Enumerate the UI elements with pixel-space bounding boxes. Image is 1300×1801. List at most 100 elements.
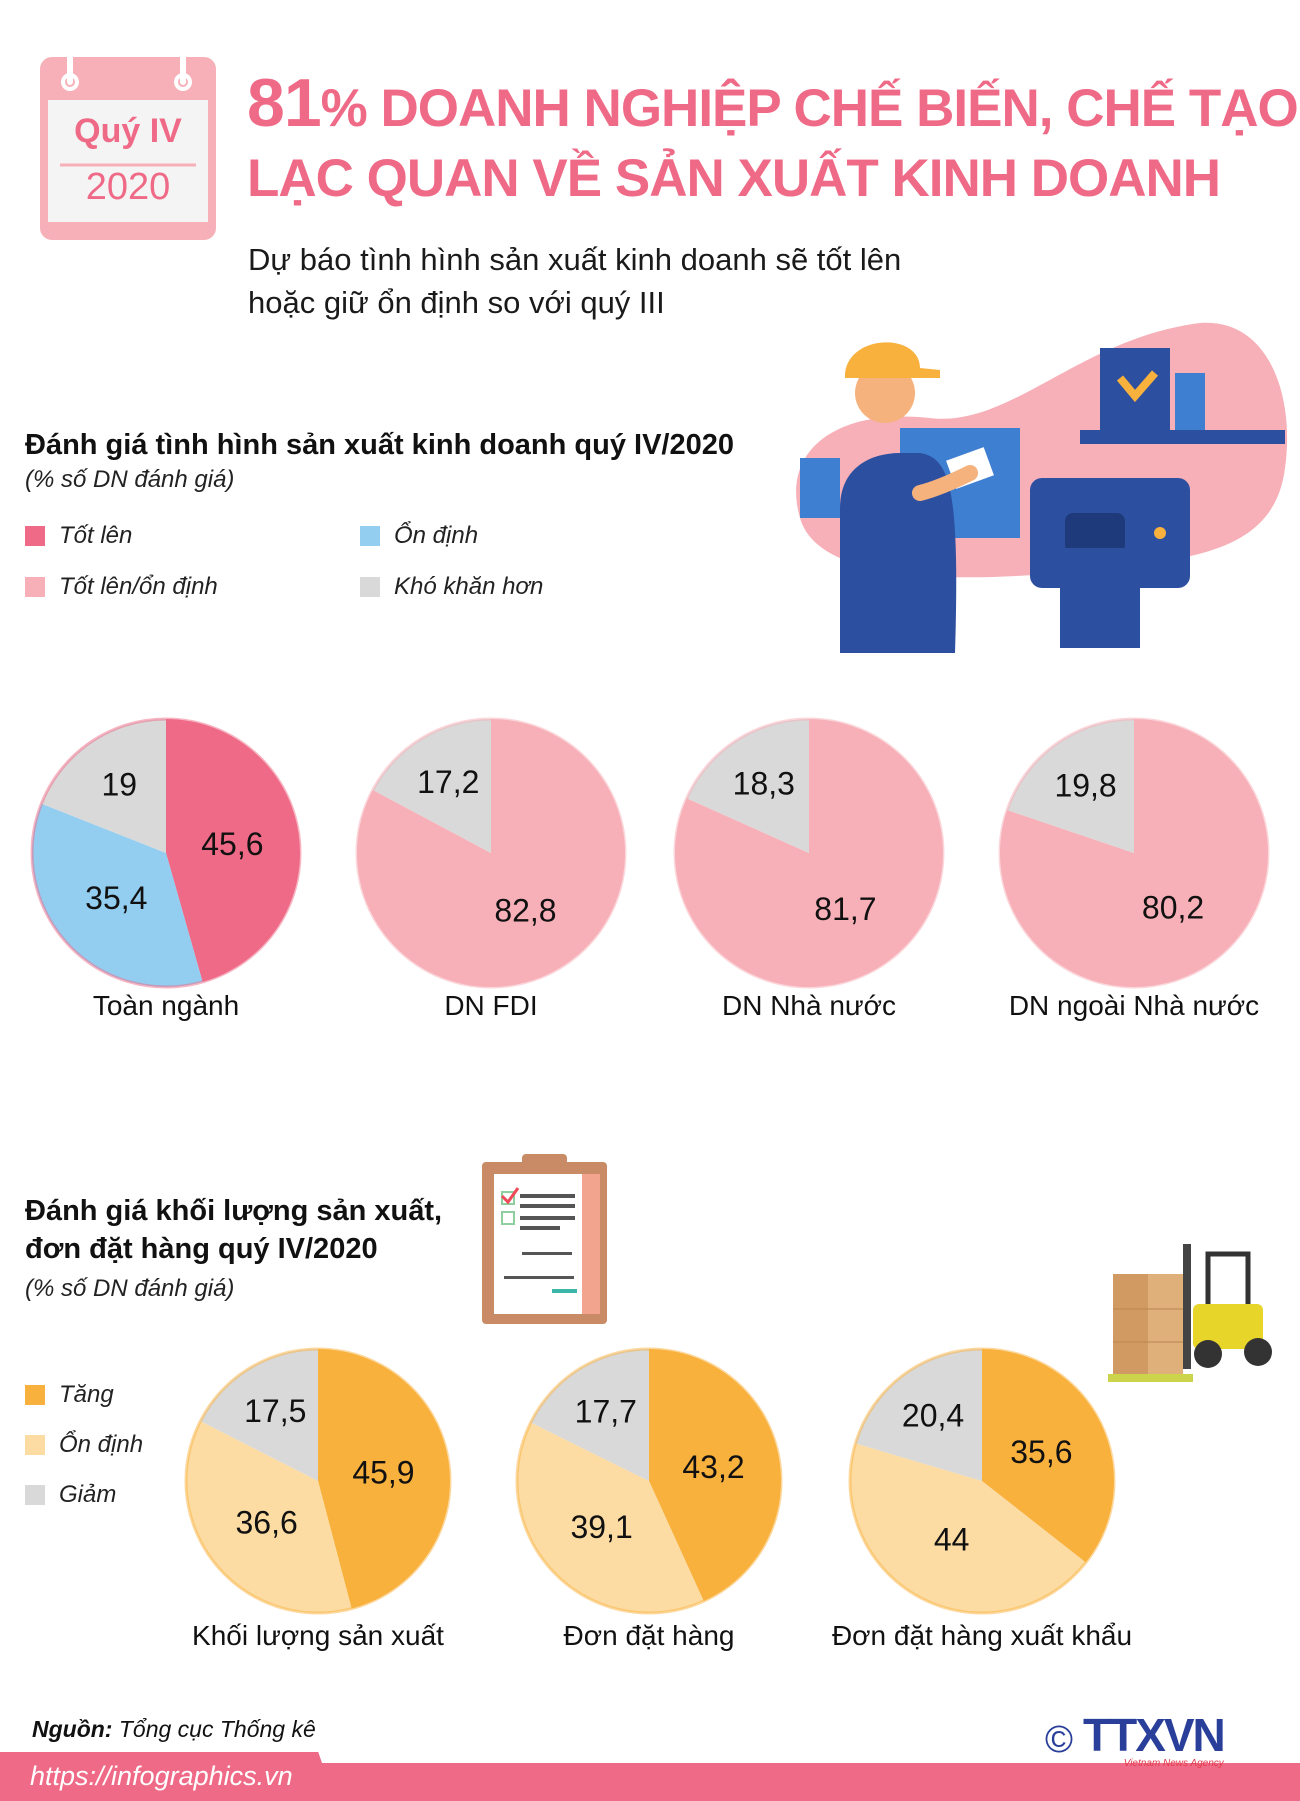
pie-value-label: 82,8 xyxy=(494,892,556,928)
page-title: 81% DOANH NGHIỆP CHẾ BIẾN, CHẾ TẠO LẠC Q… xyxy=(247,65,1299,214)
pie-slice xyxy=(530,1349,649,1481)
pie-outline xyxy=(184,1347,452,1615)
pie-slice xyxy=(32,803,203,987)
pie-slice xyxy=(166,719,300,982)
pie-value-label: 81,7 xyxy=(814,891,876,927)
source-text: Tổng cục Thống kê xyxy=(118,1716,316,1742)
pie-title: Khối lượng sản xuất xyxy=(192,1620,444,1651)
pie-title: Đơn đặt hàng xyxy=(563,1620,735,1651)
legend-item-tang: Tăng xyxy=(25,1381,114,1409)
section2-heading-line1: Đánh giá khối lượng sản xuất, xyxy=(25,1195,443,1227)
worker-illustration xyxy=(780,318,1290,658)
pie-outline xyxy=(30,717,302,989)
website-link[interactable]: https://infographics.vn xyxy=(0,1752,335,1801)
pie-slice xyxy=(517,1422,704,1613)
pie-slice xyxy=(200,1349,318,1481)
logo-text: TTXVN xyxy=(1083,1709,1226,1761)
legend-swatch xyxy=(25,526,45,546)
legend-item-tot-len-on-dinh: Tốt lên/ổn định xyxy=(25,573,218,601)
ttxvn-logo: © TTXVN Vietnam News Agency xyxy=(1045,1709,1226,1769)
pie-2: 81,7 18,3 xyxy=(673,717,945,989)
pie-title: DN ngoài Nhà nước xyxy=(1008,990,1260,1021)
pie-slice xyxy=(675,719,944,987)
pie-1: 82,8 17,2 xyxy=(355,717,627,989)
pie-value-label: 17,2 xyxy=(417,764,479,800)
legend-label: Ổn định xyxy=(394,522,479,549)
pie-slice xyxy=(372,719,491,853)
title-number: 81 xyxy=(247,65,322,141)
pie-0: 45,6 35,4 19 xyxy=(30,717,302,989)
pie-3: 80,2 19,8 xyxy=(998,717,1270,989)
legend-label: Ổn định xyxy=(59,1431,144,1458)
section1-unit: (% số DN đánh giá) xyxy=(25,466,235,493)
subtitle-line2: hoặc giữ ổn định so với quý III xyxy=(248,285,665,320)
pie-slice xyxy=(999,719,1268,987)
pie-value-label: 80,2 xyxy=(1142,889,1204,925)
legend-item-on-dinh-2: Ổn định xyxy=(25,1431,143,1459)
pie-6: 35,6 44 20,4 xyxy=(848,1347,1116,1615)
legend-swatch xyxy=(360,577,380,597)
pie-slice xyxy=(855,1349,982,1481)
pie-title: DN FDI xyxy=(444,990,538,1021)
pie-value-label: 19 xyxy=(102,766,138,802)
pie-outline xyxy=(848,1347,1116,1615)
source-label: Nguồn: xyxy=(32,1716,113,1742)
legend-item-on-dinh: Ổn định xyxy=(360,522,478,550)
section2-heading: Đánh giá khối lượng sản xuất, đơn đặt hà… xyxy=(25,1192,442,1268)
clipboard-illustration xyxy=(482,1154,612,1339)
pie-slice xyxy=(357,719,625,987)
pie-outline xyxy=(515,1347,783,1615)
pie-value-label: 39,1 xyxy=(570,1509,632,1545)
legend-swatch xyxy=(25,1435,45,1455)
pie-value-label: 18,3 xyxy=(733,765,795,801)
pie-value-label: 44 xyxy=(934,1522,970,1558)
source-note: Nguồn: Tổng cục Thống kê xyxy=(32,1716,316,1743)
legend-item-giam: Giảm xyxy=(25,1481,116,1509)
copyright-icon: © xyxy=(1045,1719,1073,1761)
pie-slice xyxy=(850,1443,1086,1614)
pie-slice xyxy=(649,1349,782,1602)
section2-heading-line2: đơn đặt hàng quý IV/2020 xyxy=(25,1233,378,1265)
calendar-icon: Quý IV 2020 xyxy=(40,40,216,240)
legend-label: Giảm xyxy=(59,1481,117,1508)
section1-heading: Đánh giá tình hình sản xuất kinh doanh q… xyxy=(25,429,734,461)
pie-slice xyxy=(982,1349,1115,1563)
legend-swatch xyxy=(360,526,380,546)
pie-title: DN Nhà nước xyxy=(721,990,897,1021)
pie-slice xyxy=(1007,719,1134,853)
pie-4: 45,9 36,6 17,5 xyxy=(184,1347,452,1615)
pie-5: 43,2 39,1 17,7 xyxy=(515,1347,783,1615)
forklift-illustration xyxy=(1108,1234,1278,1404)
pie-title: Đơn đặt hàng xuất khẩu xyxy=(831,1620,1133,1651)
pie-value-label: 43,2 xyxy=(682,1449,744,1485)
legend-swatch xyxy=(25,1485,45,1505)
pie-value-label: 35,6 xyxy=(1010,1434,1072,1470)
logo-subtext: Vietnam News Agency xyxy=(1123,1758,1224,1769)
pie-slice xyxy=(41,719,166,853)
legend-swatch xyxy=(25,577,45,597)
pie-slice xyxy=(186,1421,352,1613)
legend-label: Tăng xyxy=(59,1381,114,1408)
pie-title: Toàn ngành xyxy=(92,990,240,1021)
pie-outline xyxy=(355,717,627,989)
pie-value-label: 17,7 xyxy=(575,1393,637,1429)
calendar-year: 2020 xyxy=(85,166,171,208)
pie-slice xyxy=(686,719,809,853)
title-line1: % DOANH NGHIỆP CHẾ BIẾN, CHẾ TẠO xyxy=(320,79,1299,138)
pie-value-label: 17,5 xyxy=(244,1393,306,1429)
pie-value-label: 45,9 xyxy=(352,1455,414,1491)
section2-unit: (% số DN đánh giá) xyxy=(25,1275,235,1302)
pie-value-label: 36,6 xyxy=(235,1504,297,1540)
subtitle-line1: Dự báo tình hình sản xuất kinh doanh sẽ … xyxy=(248,242,902,277)
pie-outline xyxy=(673,717,945,989)
legend-label: Tốt lên/ổn định xyxy=(59,573,218,600)
pie-value-label: 20,4 xyxy=(902,1397,964,1433)
title-line2: LẠC QUAN VỀ SẢN XUẤT KINH DOANH xyxy=(247,149,1221,208)
page-subtitle: Dự báo tình hình sản xuất kinh doanh sẽ … xyxy=(248,238,901,324)
legend-item-tot-len: Tốt lên xyxy=(25,522,132,550)
calendar-quarter: Quý IV xyxy=(74,112,182,150)
pie-value-label: 45,6 xyxy=(201,826,263,862)
legend-item-kho-khan-hon: Khó khăn hơn xyxy=(360,573,543,601)
pie-value-label: 19,8 xyxy=(1054,767,1116,803)
